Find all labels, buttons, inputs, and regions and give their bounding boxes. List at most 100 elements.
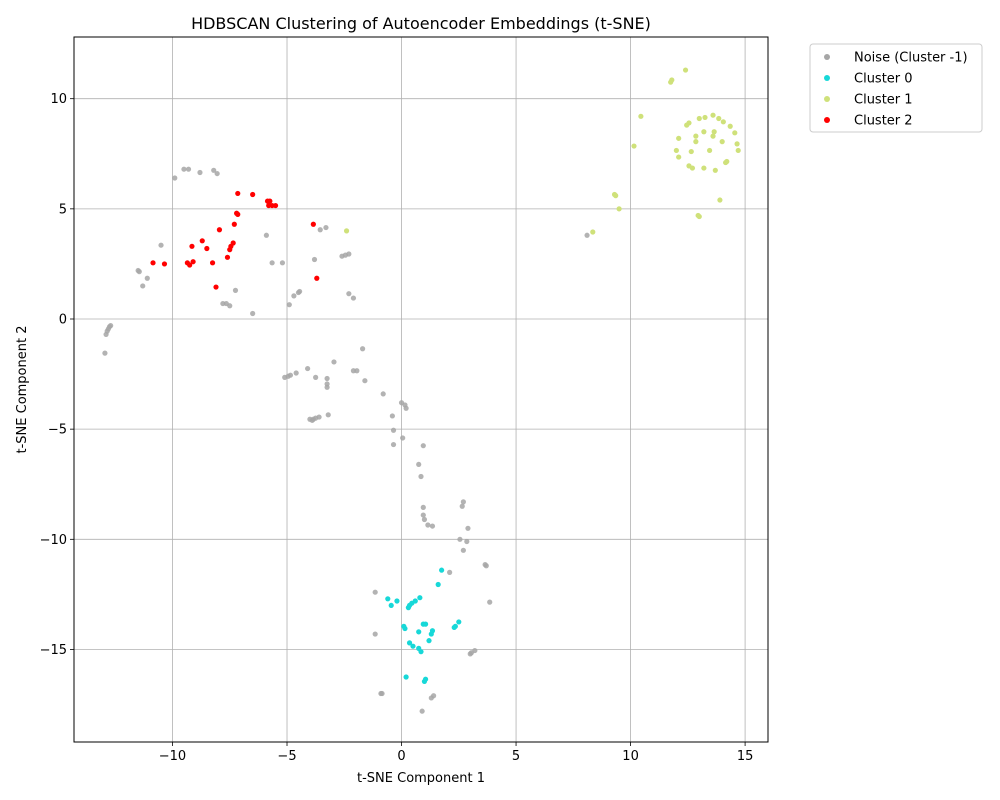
data-point — [197, 169, 203, 176]
data-point — [418, 473, 424, 480]
data-point — [209, 260, 216, 266]
y-tick-label: 5 — [59, 202, 67, 217]
data-point — [420, 443, 426, 449]
data-point — [343, 228, 350, 234]
data-point — [204, 245, 210, 252]
data-point — [459, 503, 465, 509]
data-point — [385, 596, 391, 602]
data-point — [467, 651, 473, 657]
data-point — [272, 202, 279, 209]
data-point — [435, 581, 441, 588]
series-2 — [343, 67, 741, 235]
data-point — [331, 359, 337, 365]
data-point — [695, 212, 701, 219]
data-point — [696, 115, 702, 122]
data-point — [234, 210, 240, 216]
data-point — [350, 295, 357, 301]
data-point — [144, 275, 150, 281]
data-point — [418, 649, 424, 655]
data-point — [584, 232, 590, 238]
data-point — [732, 130, 738, 136]
data-point — [324, 384, 330, 390]
data-point — [676, 154, 682, 160]
y-tick-label: −10 — [40, 533, 67, 548]
data-point — [465, 525, 471, 531]
data-point — [231, 221, 237, 227]
data-point — [668, 79, 674, 85]
data-point — [102, 350, 108, 356]
data-point — [187, 262, 193, 268]
data-point — [717, 197, 723, 203]
x-tick-label: 5 — [512, 749, 520, 764]
data-point — [719, 139, 725, 145]
data-point — [269, 260, 275, 266]
chart-title: HDBSCAN Clustering of Autoencoder Embedd… — [191, 14, 651, 33]
data-point — [638, 113, 644, 119]
data-point — [421, 678, 428, 685]
data-point — [103, 331, 109, 338]
data-point — [706, 147, 713, 154]
data-point — [631, 143, 637, 149]
data-point — [279, 260, 286, 266]
data-point — [158, 242, 164, 248]
data-point — [291, 293, 297, 299]
data-point — [305, 365, 311, 372]
data-point — [460, 547, 466, 553]
data-point — [447, 569, 453, 575]
data-point — [224, 254, 231, 260]
legend-label: Noise (Cluster -1) — [854, 51, 968, 66]
data-point — [324, 375, 330, 382]
data-point — [611, 191, 618, 198]
legend-marker — [824, 117, 830, 123]
data-point — [417, 595, 423, 601]
data-point — [483, 563, 489, 569]
grid-lines — [74, 37, 768, 742]
x-tick-label: 10 — [622, 749, 639, 764]
data-point — [682, 67, 689, 73]
data-point — [420, 512, 426, 518]
data-point — [314, 275, 320, 281]
data-point — [316, 414, 322, 420]
data-point — [227, 247, 233, 253]
series-0 — [102, 166, 590, 714]
data-point — [429, 523, 436, 529]
data-point — [214, 170, 220, 177]
data-point — [389, 413, 395, 419]
y-tick-label: −15 — [40, 643, 67, 658]
data-point — [419, 708, 425, 714]
y-tick-label: 0 — [59, 313, 67, 328]
y-tick-label: −5 — [48, 423, 67, 438]
x-tick-label: −10 — [159, 749, 186, 764]
data-point — [403, 674, 409, 680]
data-point — [428, 631, 434, 637]
data-point — [267, 198, 273, 204]
data-point — [402, 625, 408, 632]
data-point — [616, 206, 622, 212]
legend-marker — [824, 54, 830, 60]
legend-marker — [824, 96, 830, 102]
data-point — [190, 259, 196, 265]
data-point — [297, 288, 303, 295]
data-point — [313, 374, 319, 380]
data-point — [359, 346, 366, 352]
x-axis-label: t-SNE Component 1 — [357, 771, 485, 786]
data-point — [734, 141, 740, 147]
data-point — [689, 165, 696, 171]
x-tick-label: −5 — [277, 749, 296, 764]
data-point — [421, 516, 428, 523]
data-point — [693, 139, 699, 145]
data-point — [403, 405, 409, 411]
data-point — [716, 115, 722, 122]
data-point — [590, 229, 596, 235]
data-point — [293, 370, 299, 376]
series-1 — [385, 567, 462, 685]
data-point — [362, 378, 368, 384]
data-point — [420, 504, 426, 510]
data-point — [487, 599, 493, 605]
data-point — [311, 256, 318, 263]
data-point — [416, 629, 422, 635]
data-point — [185, 166, 192, 172]
data-point — [439, 567, 445, 573]
data-point — [410, 643, 416, 649]
